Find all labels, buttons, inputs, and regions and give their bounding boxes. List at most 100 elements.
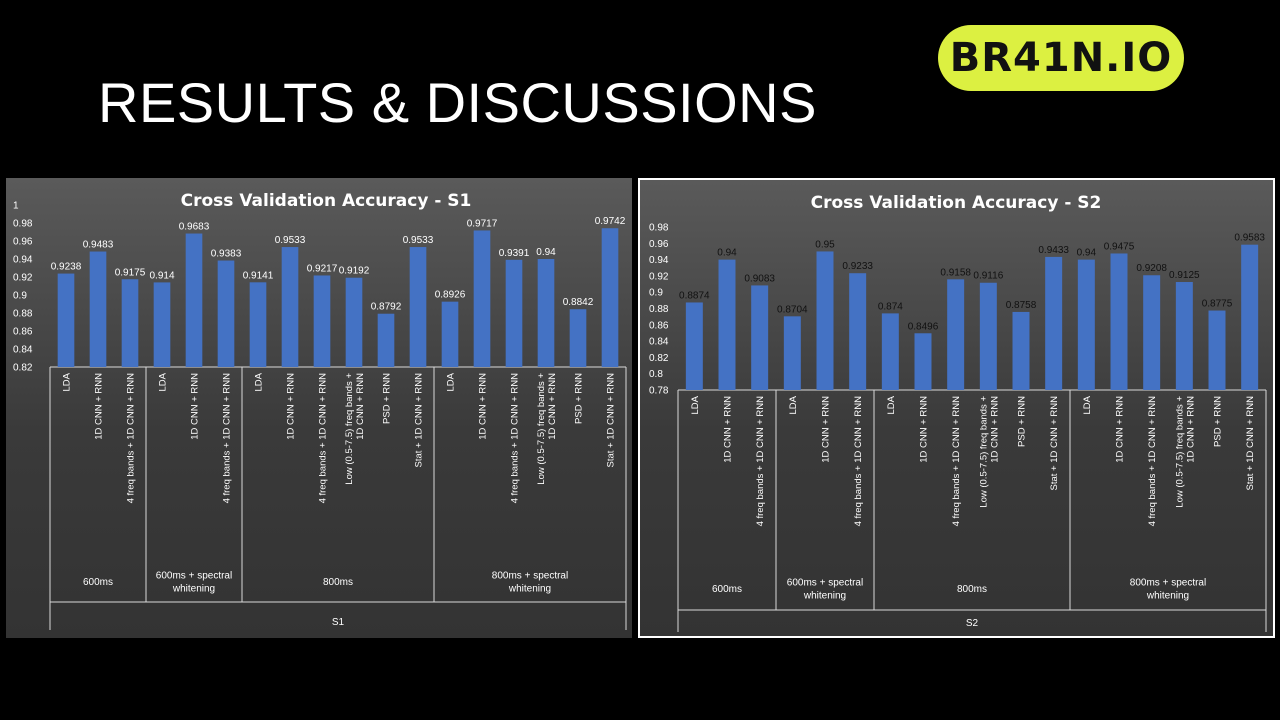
bar [217, 260, 235, 367]
data-label: 0.9533 [403, 235, 434, 246]
data-label: 0.9217 [307, 263, 338, 274]
bar [537, 259, 555, 367]
y-tick-label: 0.84 [13, 345, 33, 356]
data-label: 0.94 [717, 248, 737, 259]
category-label: PSD + RNN [574, 373, 585, 424]
data-label: 0.8842 [563, 297, 594, 308]
category-label: 4 freq bands + 1D CNN + RNN [222, 373, 233, 504]
category-label: LDA [1082, 395, 1093, 414]
data-label: 0.9238 [51, 262, 82, 273]
bar [816, 251, 834, 390]
y-tick-label: 0.94 [13, 255, 33, 266]
category-label: 4 freq bands + 1D CNN + RNN [126, 373, 137, 504]
y-tick-label: 0.82 [13, 363, 33, 374]
chart-s2: Cross Validation Accuracy - S2 0.78 0.8 0.8… [649, 193, 1267, 632]
data-label: 0.8758 [1006, 300, 1037, 311]
category-label: 1D CNN + RNN [478, 373, 489, 440]
data-label: 0.9192 [339, 266, 370, 277]
category-label: Low (0.5-7.5) freq bands +1D CNN + RNN [344, 373, 366, 485]
bar [313, 275, 331, 367]
data-label: 0.9717 [467, 218, 498, 229]
category-label: 1D CNN + RNN [919, 396, 930, 463]
data-label: 0.9116 [973, 271, 1003, 282]
category-label: Stat + 1D CNN + RNN [606, 373, 617, 468]
group-label: 800ms + spectral whitening [1130, 578, 1206, 602]
category-label: 1D CNN + RNN [723, 396, 734, 463]
bar [377, 313, 395, 367]
bar [1175, 282, 1193, 390]
bar [281, 247, 299, 367]
y-tick-label: 0.86 [649, 320, 669, 331]
group-label: 800ms [323, 577, 353, 588]
category-label: Stat + 1D CNN + RNN [1245, 396, 1256, 491]
category-label: LDA [690, 395, 701, 414]
bar [685, 302, 703, 390]
bar [1208, 310, 1226, 390]
y-tick-label: 0.84 [649, 337, 669, 348]
bar [1012, 311, 1030, 390]
bar [751, 285, 769, 390]
bar [441, 301, 459, 367]
y-tick-label: 0.8 [649, 369, 663, 380]
y-tick-label: 0.86 [13, 327, 33, 338]
bar [1077, 259, 1095, 390]
y-tick-label: 0.78 [649, 386, 669, 397]
data-label: 0.94 [1077, 248, 1097, 259]
category-label: 4 freq bands + 1D CNN + RNN [1147, 396, 1158, 527]
category-label: 1D CNN + RNN [190, 373, 201, 440]
data-label: 0.9141 [243, 270, 274, 281]
data-label: 0.8792 [371, 302, 402, 313]
subject-label: S1 [332, 617, 345, 628]
bar [505, 259, 523, 367]
category-label: Stat + 1D CNN + RNN [1049, 396, 1060, 491]
data-label: 0.95 [815, 239, 835, 250]
bar [1143, 275, 1161, 390]
data-label: 0.9208 [1136, 263, 1167, 274]
group-label: 600ms [712, 584, 742, 595]
group-label: 600ms + spectral whitening [156, 571, 232, 595]
bar [473, 230, 491, 367]
bar [718, 259, 736, 390]
logo-text: BR41N.IO [949, 35, 1173, 81]
data-label: 0.8496 [908, 321, 939, 332]
category-label: 4 freq bands + 1D CNN + RNN [510, 373, 521, 504]
category-label: LDA [446, 372, 457, 391]
category-label: PSD + RNN [1017, 396, 1028, 447]
data-label: 0.914 [149, 270, 174, 281]
bar [914, 333, 932, 390]
category-label: LDA [788, 395, 799, 414]
data-label: 0.9175 [115, 267, 146, 278]
y-tick-label: 0.9 [649, 288, 663, 299]
category-label: 4 freq bands + 1D CNN + RNN [951, 396, 962, 527]
category-label: LDA [254, 372, 265, 391]
group-label: 800ms + spectral whitening [492, 571, 568, 595]
category-label: 1D CNN + RNN [1115, 396, 1126, 463]
y-tick-label: 0.88 [649, 304, 669, 315]
data-label: 0.9158 [940, 267, 971, 278]
bar [89, 251, 107, 367]
data-label: 0.94 [536, 247, 556, 258]
data-label: 0.9383 [211, 249, 242, 260]
y-tick-label: 0.98 [13, 219, 33, 230]
data-label: 0.874 [878, 301, 903, 312]
br41n-logo: BR41N.IO [938, 25, 1184, 91]
y-tick-label: 0.88 [13, 309, 33, 320]
data-label: 0.9475 [1104, 241, 1135, 252]
chart-title: Cross Validation Accuracy - S1 [181, 191, 472, 211]
bar [947, 279, 965, 390]
bar [569, 309, 587, 367]
data-label: 0.9533 [275, 235, 306, 246]
category-label: Low (0.5-7.5) freq bands +1D CNN + RNN [1174, 396, 1196, 508]
bar [849, 273, 867, 390]
bar [185, 233, 203, 367]
bar [121, 279, 139, 367]
bar [979, 282, 997, 390]
bar [57, 273, 75, 367]
chart-title: Cross Validation Accuracy - S2 [811, 193, 1102, 213]
bar [601, 228, 619, 367]
data-label: 0.8874 [679, 290, 710, 301]
group-label: 600ms [83, 577, 113, 588]
category-label: Low (0.5-7.5) freq bands +1D CNN + RNN [536, 373, 558, 485]
data-label: 0.8926 [435, 290, 466, 301]
chart-s1-panel: Cross Validation Accuracy - S1 0.82 0.84 0.… [6, 178, 632, 638]
